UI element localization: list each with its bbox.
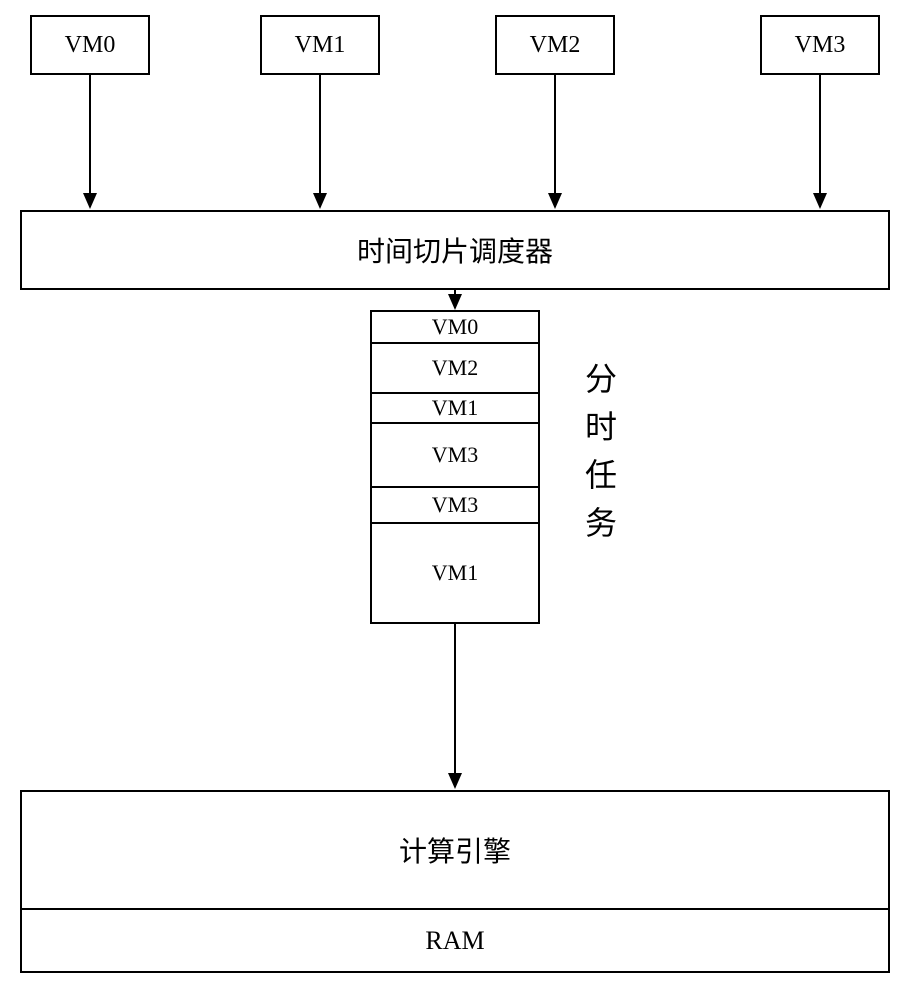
task-label: VM2 (432, 355, 478, 381)
time-slice-scheduler-box: 时间切片调度器 (20, 210, 890, 290)
vlabel-char: 分 (585, 355, 617, 403)
task-cell: VM1 (370, 524, 540, 624)
task-cell: VM3 (370, 424, 540, 488)
vm-box-2: VM2 (495, 15, 615, 75)
ram-box: RAM (20, 908, 890, 973)
time-shared-task-queue: VM0 VM2 VM1 VM3 VM3 VM1 (370, 310, 540, 624)
task-label: VM3 (432, 492, 478, 518)
vm-label: VM3 (795, 32, 846, 59)
diagram-canvas: VM0 VM1 VM2 VM3 时间切片调度器 VM0 VM2 VM1 VM3 … (0, 0, 908, 1000)
compute-engine-box: 计算引擎 (20, 790, 890, 910)
vm-box-0: VM0 (30, 15, 150, 75)
vm-label: VM1 (295, 32, 346, 59)
vm-box-3: VM3 (760, 15, 880, 75)
vlabel-char: 时 (585, 403, 617, 451)
ram-label: RAM (425, 926, 484, 956)
vlabel-char: 任 (585, 451, 617, 499)
task-label: VM3 (432, 442, 478, 468)
vlabel-char: 务 (585, 499, 617, 547)
task-label: VM1 (432, 560, 478, 586)
task-cell: VM2 (370, 344, 540, 394)
time-shared-tasks-label: 分 时 任 务 (585, 355, 617, 547)
task-label: VM0 (432, 314, 478, 340)
task-cell: VM3 (370, 488, 540, 524)
vm-label: VM0 (65, 32, 116, 59)
engine-label: 计算引擎 (399, 830, 511, 870)
task-cell: VM1 (370, 394, 540, 424)
task-cell: VM0 (370, 310, 540, 344)
vm-label: VM2 (530, 32, 581, 59)
task-label: VM1 (432, 395, 478, 421)
vm-box-1: VM1 (260, 15, 380, 75)
scheduler-label: 时间切片调度器 (357, 230, 553, 270)
